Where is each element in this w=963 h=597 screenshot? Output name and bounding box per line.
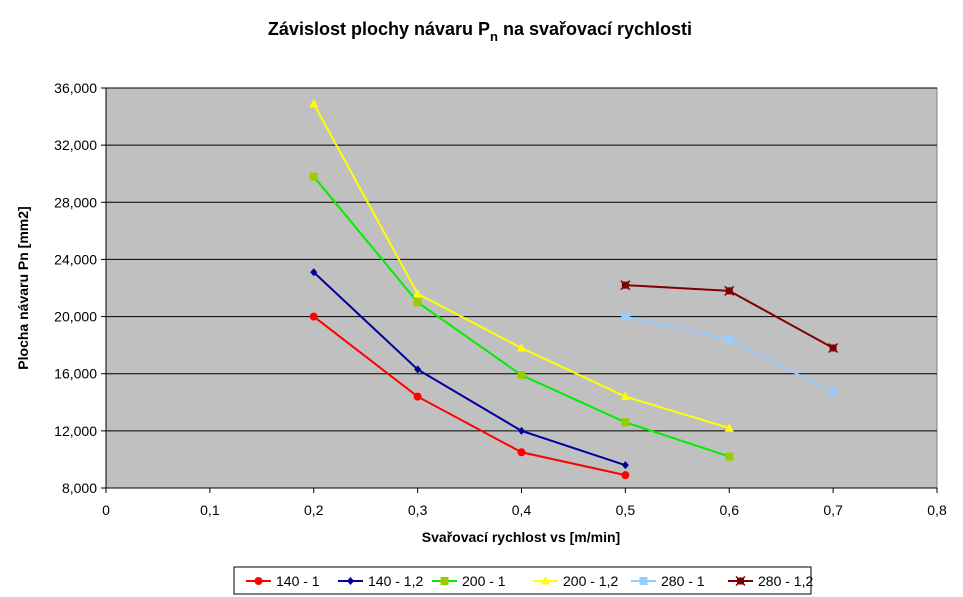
- x-axis-ticks: 0 0,1 0,2 0,3 0,4 0,5 0,6 0,7 0,8: [102, 488, 947, 518]
- series-4: [309, 98, 734, 432]
- legend-label: 280 - 1: [661, 573, 705, 589]
- y-axis-label: Plocha návaru Pn [mm2]: [15, 206, 31, 369]
- legend-item: 140 - 1,2: [338, 573, 423, 589]
- data-point: [621, 312, 630, 321]
- data-point: [725, 335, 734, 344]
- plot-area: [105, 87, 938, 489]
- data-point: [413, 392, 422, 401]
- y-tick-label: 8,000: [62, 480, 97, 496]
- series-2: [310, 268, 629, 470]
- data-point: [517, 371, 526, 380]
- legend-box: [233, 566, 812, 595]
- series-line: [313, 271, 626, 467]
- data-point: [829, 388, 838, 397]
- y-tick-label: 32,000: [54, 137, 97, 153]
- data-point: [517, 448, 526, 457]
- y-tick-label: 36,000: [54, 80, 97, 96]
- data-point: [413, 298, 422, 307]
- x-tick-label: 0,2: [304, 502, 324, 518]
- x-tick-label: 0,8: [927, 502, 947, 518]
- x-tick-label: 0,4: [512, 502, 532, 518]
- legend-item: 280 - 1,2: [728, 573, 813, 589]
- data-point-cross: [620, 280, 631, 291]
- y-tick-label: 16,000: [54, 366, 97, 382]
- legend-marker: [541, 576, 550, 585]
- legend-marker: [440, 577, 449, 585]
- data-point: [310, 268, 318, 277]
- data-point: [724, 285, 735, 296]
- y-tick-label: 28,000: [54, 194, 97, 210]
- chart-title-rest: na svařovací rychlosti: [498, 19, 692, 39]
- data-point: [309, 312, 318, 321]
- data-point: [620, 280, 631, 291]
- legend-item: 140 - 1: [246, 573, 320, 589]
- chart-title: Závislost plochy návaru Pn na svařovací …: [268, 19, 692, 44]
- legend-label: 140 - 1,2: [368, 573, 423, 589]
- series-1: [309, 312, 630, 480]
- series-line: [313, 315, 626, 477]
- legend-item: 280 - 1: [631, 573, 705, 589]
- data-point: [413, 288, 423, 298]
- x-tick-label: 0,1: [200, 502, 220, 518]
- legend-label: 200 - 1,2: [563, 573, 618, 589]
- data-point-cross: [828, 342, 839, 354]
- data-point: [621, 461, 629, 470]
- data-point: [724, 423, 734, 432]
- legend-label: 200 - 1: [462, 573, 506, 589]
- data-point: [414, 365, 422, 374]
- x-tick-label: 0,7: [823, 502, 843, 518]
- data-point: [621, 471, 630, 480]
- data-point: [518, 426, 525, 435]
- data-point: [309, 98, 319, 108]
- series-6: [620, 280, 839, 354]
- data-point: [620, 391, 630, 401]
- legend-marker: [735, 575, 746, 587]
- series-5: [621, 312, 838, 397]
- data-point: [725, 452, 734, 461]
- y-tick-label: 20,000: [54, 309, 97, 325]
- data-point: [621, 418, 630, 427]
- x-tick-label: 0,5: [616, 502, 636, 518]
- data-point: [828, 342, 839, 354]
- x-tick-label: 0,3: [408, 502, 428, 518]
- chart-title-subscript: n: [490, 29, 498, 44]
- legend-item: 200 - 1,2: [533, 573, 618, 589]
- legend-marker: [254, 577, 263, 585]
- legend: 140 - 1 140 - 1,2 200 - 1 200 - 1,2 280 - 1 2…: [246, 573, 813, 589]
- legend-marker: [347, 577, 354, 585]
- data-point-cross: [724, 285, 735, 296]
- y-axis-ticks: 8,000 12,000 16,000 20,000 24,000 28,000 32,00…: [54, 80, 106, 496]
- chart-title-main: Závislost plochy návaru P: [268, 19, 490, 39]
- series-3: [309, 172, 734, 461]
- series-layer: [309, 98, 839, 480]
- legend-label: 140 - 1: [276, 573, 320, 589]
- x-tick-label: 0,6: [720, 502, 740, 518]
- x-axis-label: Svařovací rychlost vs [m/min]: [422, 529, 620, 545]
- x-tick-label: 0: [102, 502, 110, 518]
- legend-label: 280 - 1,2: [758, 573, 813, 589]
- legend-item: 200 - 1: [432, 573, 506, 589]
- data-point: [517, 343, 526, 352]
- legend-marker: [639, 577, 648, 585]
- y-tick-label: 12,000: [54, 423, 97, 439]
- y-tick-label: 24,000: [54, 251, 97, 267]
- data-point: [309, 172, 318, 181]
- legend-marker-cross: [735, 575, 746, 587]
